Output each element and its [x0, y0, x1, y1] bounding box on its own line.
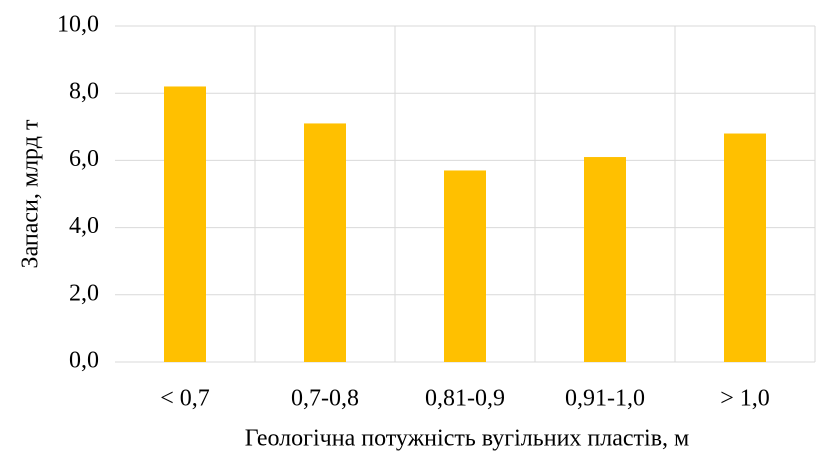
y-tick-label: 8,0 [69, 79, 99, 105]
y-tick-label: 4,0 [69, 213, 99, 239]
bar [724, 133, 766, 362]
bar [584, 157, 626, 362]
x-tick-label: < 0,7 [160, 386, 210, 412]
y-axis-label: Запаси, млрд т [18, 119, 44, 268]
x-tick-label: 0,7-0,8 [291, 386, 359, 412]
y-tick-label: 6,0 [69, 146, 99, 172]
bar [164, 86, 206, 362]
y-tick-label: 0,0 [69, 348, 99, 374]
y-tick-label: 2,0 [69, 280, 99, 306]
bar [444, 170, 486, 362]
y-tick-label: 10,0 [57, 12, 99, 38]
bar [304, 123, 346, 362]
x-tick-label: 0,81-0,9 [425, 386, 505, 412]
x-tick-label: > 1,0 [720, 386, 770, 412]
x-tick-label: 0,91-1,0 [565, 386, 645, 412]
x-axis-label: Геологічна потужність вугільних пластів,… [245, 426, 689, 452]
